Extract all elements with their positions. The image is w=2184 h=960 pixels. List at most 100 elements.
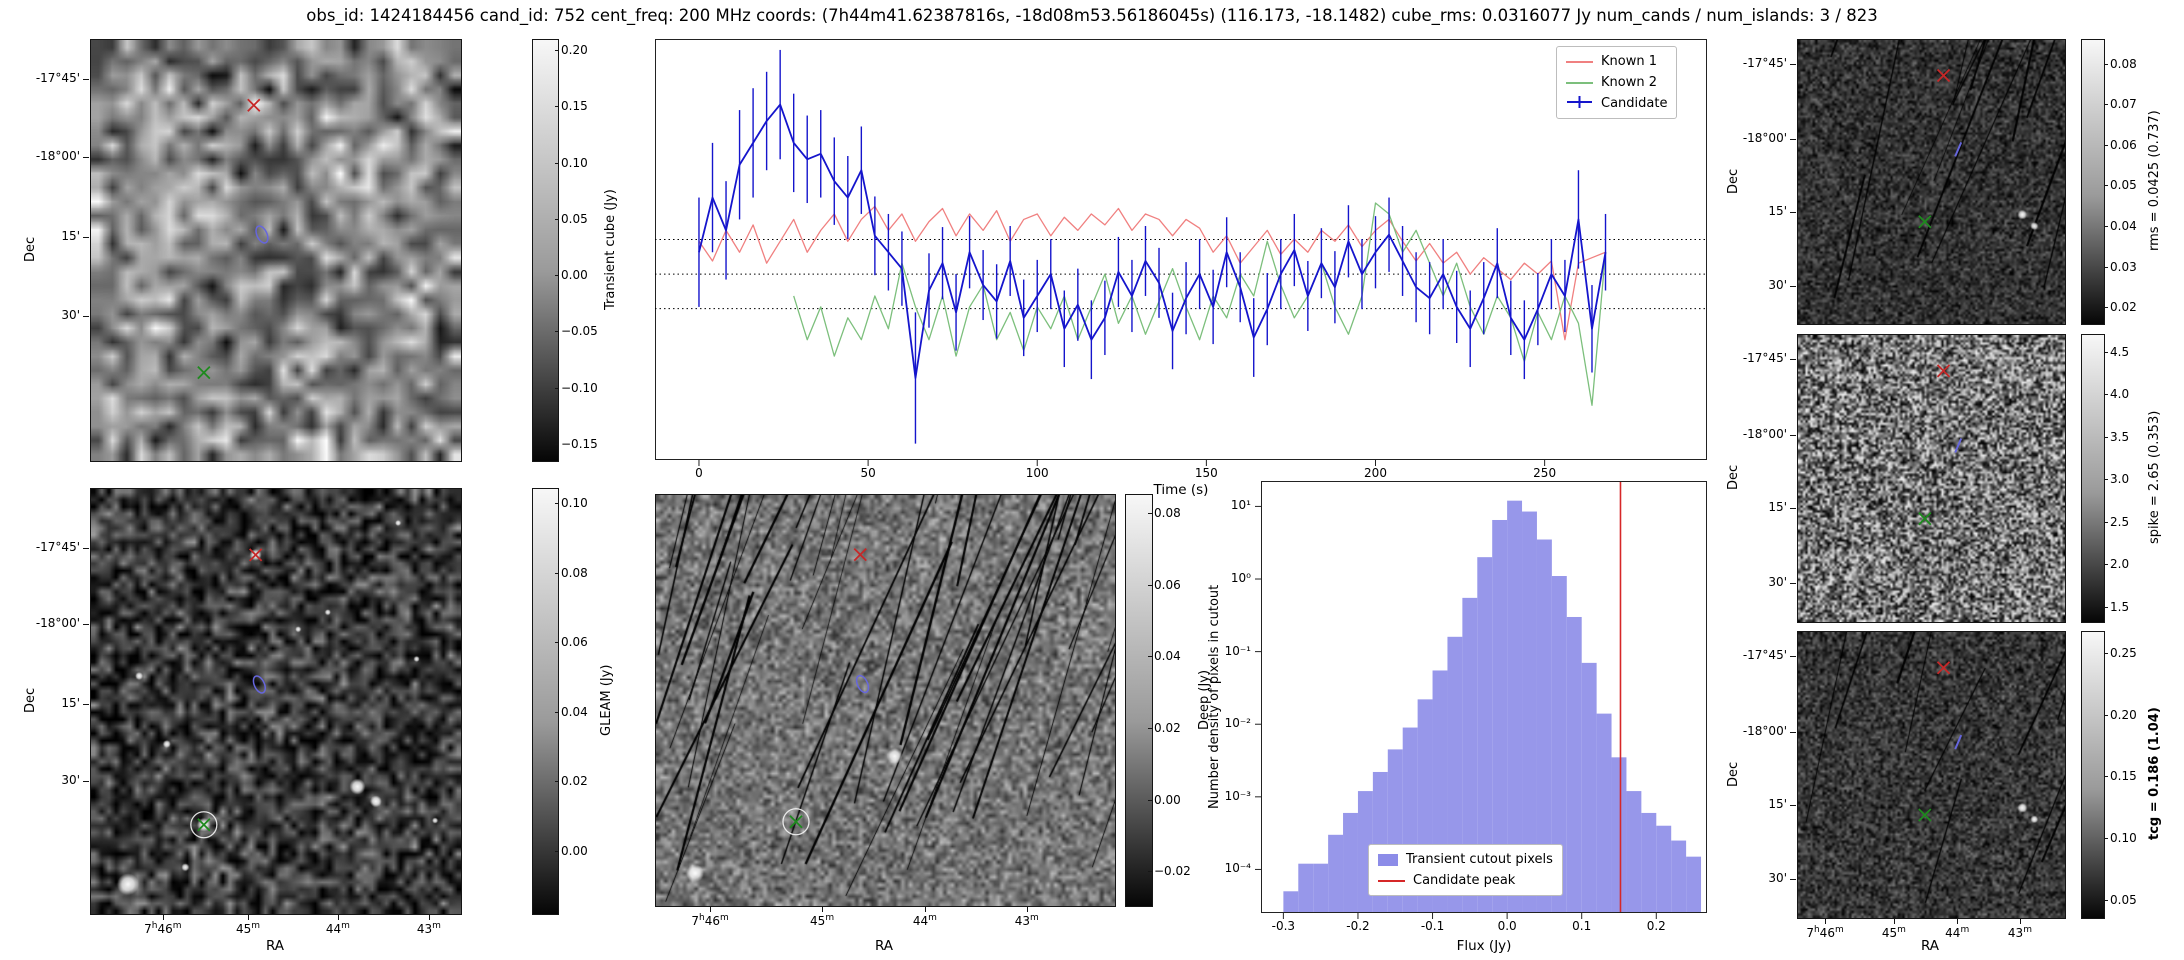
- deep-colorbar-tickmark: [1148, 656, 1152, 658]
- tcg-colorbar-tickmark: [2104, 776, 2108, 778]
- tcg-ra-tick: 45m: [1881, 925, 1906, 940]
- ylabel-density: Number density of pixels in cutout: [1207, 584, 1222, 810]
- tcg-dec-tick: -17°45': [1742, 648, 1787, 663]
- spike-colorbar-tick: 1.5: [2110, 599, 2130, 614]
- gleam-dec-tickmark: [83, 547, 89, 549]
- spike-colorbar-tick: 4.0: [2110, 387, 2130, 402]
- colorbar-gleam: 0.10 0.08 0.06 0.04 0.02 0.00: [532, 488, 588, 915]
- known1-line-sample: [1566, 60, 1593, 63]
- colorbar-label-tcg: tcg = 0.186 (1.04): [2147, 707, 2162, 841]
- rms-dec-tick: 15': [1768, 203, 1787, 218]
- peak-line-sample: [1378, 879, 1405, 882]
- transient-dec-tickmark: [83, 316, 89, 318]
- rms-colorbar-tick: 0.06: [2110, 137, 2137, 152]
- tcg-colorbar-tick: 0.15: [2110, 769, 2137, 784]
- transient-colorbar-tickmark: [555, 331, 559, 333]
- deep-colorbar-tick: −0.02: [1154, 864, 1191, 879]
- colorbar-label-spike: spike = 2.65 (0.353): [2147, 410, 2162, 545]
- spike-colorbar-tickmark: [2104, 394, 2108, 396]
- colorbar-tcg: 0.25 0.20 0.15 0.10 0.05: [2081, 631, 2137, 919]
- histogram-x-tick: -0.3: [1271, 919, 1296, 933]
- spike-colorbar-tickmark: [2104, 521, 2108, 523]
- figure-title: obs_id: 1424184456 cand_id: 752 cent_fre…: [306, 6, 1878, 25]
- gleam-image: [91, 489, 461, 914]
- tcg-dec-tick: -18°00': [1742, 723, 1787, 738]
- gleam-dec-tick: -18°00': [35, 616, 80, 631]
- deep-colorbar-tickmark: [1148, 871, 1152, 873]
- legend-label-candidate-peak: Candidate peak: [1413, 873, 1516, 888]
- gleam-colorbar-tickmark: [555, 642, 559, 644]
- ylabel-dec-spike: Dec: [1726, 464, 1741, 491]
- deep-ra-tick: 43m: [1014, 913, 1039, 928]
- histogram-y-tick: 10⁻²: [1224, 716, 1251, 731]
- spike-dec-tick: -17°45': [1742, 351, 1787, 366]
- tcg-dec-tickmark: [1790, 804, 1796, 806]
- gleam-dec-tickmark: [83, 703, 89, 705]
- xlabel-ra-gleam: RA: [265, 938, 285, 954]
- rms-dec-tickmark: [1790, 285, 1796, 287]
- spike-colorbar-tick: 2.0: [2110, 557, 2130, 572]
- spike-colorbar-tick: 4.5: [2110, 344, 2130, 359]
- gleam-ra-tickmark: [428, 914, 430, 920]
- deep-colorbar-tickmark: [1148, 799, 1152, 801]
- tcg-ra-tickmark: [2019, 918, 2021, 924]
- deep-colorbar-tickmark: [1148, 584, 1152, 586]
- legend-label-cutout-pixels: Transient cutout pixels: [1406, 852, 1553, 867]
- gleam-dec-tick: 30': [61, 772, 80, 787]
- tcg-colorbar-tickmark: [2104, 714, 2108, 716]
- lightcurve-x-tick: 50: [860, 466, 876, 480]
- panel-tcg: [1797, 631, 2066, 919]
- gleam-ra-tick: 45m: [235, 921, 261, 936]
- tcg-dec-tickmark: [1790, 879, 1796, 881]
- deep-ra-tickmark: [1026, 906, 1028, 912]
- gleam-ra-tick: 7h46m: [144, 921, 182, 936]
- histogram-y-tick: 10⁰: [1230, 571, 1251, 586]
- deep-ra-tickmark: [924, 906, 926, 912]
- gleam-colorbar-tick: 0.02: [561, 774, 588, 789]
- tcg-dec-tickmark: [1790, 731, 1796, 733]
- rms-colorbar-tick: 0.04: [2110, 219, 2137, 234]
- gleam-ra-tickmark: [247, 914, 249, 920]
- gleam-colorbar-tickmark: [555, 503, 559, 505]
- spike-colorbar-tickmark: [2104, 606, 2108, 608]
- lightcurve-plot: [655, 39, 1707, 466]
- deep-ra-tick: 7h46m: [691, 913, 729, 928]
- legend-item-known1: Known 1: [1566, 51, 1667, 72]
- rms-dec-tick: 30': [1768, 277, 1787, 292]
- legend-item-known2: Known 2: [1566, 72, 1667, 93]
- transient-colorbar-tick: 0.15: [561, 99, 588, 114]
- deep-ra-tick: 44m: [912, 913, 937, 928]
- transient-colorbar-tickmark: [555, 218, 559, 220]
- rms-dec-tick: -18°00': [1742, 131, 1787, 146]
- transient-dec-tick: 30': [61, 308, 80, 323]
- rms-dec-tickmark: [1790, 63, 1796, 65]
- histogram-patch-sample: [1378, 853, 1398, 866]
- tcg-dec-tickmark: [1790, 656, 1796, 658]
- tcg-colorbar-tickmark: [2104, 652, 2108, 654]
- tcg-dec-tick: 30': [1768, 871, 1787, 886]
- tcg-dec-tick: 15': [1768, 796, 1787, 811]
- rms-colorbar-tickmark: [2104, 63, 2108, 65]
- spike-dec-tick: 30': [1768, 575, 1787, 590]
- gleam-colorbar-tick: 0.08: [561, 565, 588, 580]
- rms-colorbar-tick: 0.02: [2110, 300, 2137, 315]
- gleam-dec-tickmark: [83, 624, 89, 626]
- candidate-errorbar-sample: [1566, 95, 1593, 113]
- spike-dec-tick: -18°00': [1742, 427, 1787, 442]
- gleam-ra-tickmark: [337, 914, 339, 920]
- gleam-colorbar-tickmark: [555, 851, 559, 853]
- legend-label-known2: Known 2: [1601, 75, 1657, 90]
- histogram-y-tick: 10¹: [1230, 498, 1251, 513]
- spike-dec-tickmark: [1790, 435, 1796, 437]
- ylabel-dec-tcg: Dec: [1726, 761, 1741, 787]
- deep-colorbar-tick: 0.08: [1154, 506, 1181, 521]
- colorbar-label-gleam: GLEAM (Jy): [599, 664, 614, 737]
- rms-dec-tickmark: [1790, 139, 1796, 141]
- transient-colorbar-tickmark: [555, 387, 559, 389]
- deep-colorbar-tickmark: [1148, 728, 1152, 730]
- legend-label-known1: Known 1: [1601, 54, 1657, 69]
- transient-dec-tickmark: [83, 157, 89, 159]
- gleam-colorbar-tick: 0.06: [561, 635, 588, 650]
- spike-dec-tickmark: [1790, 583, 1796, 585]
